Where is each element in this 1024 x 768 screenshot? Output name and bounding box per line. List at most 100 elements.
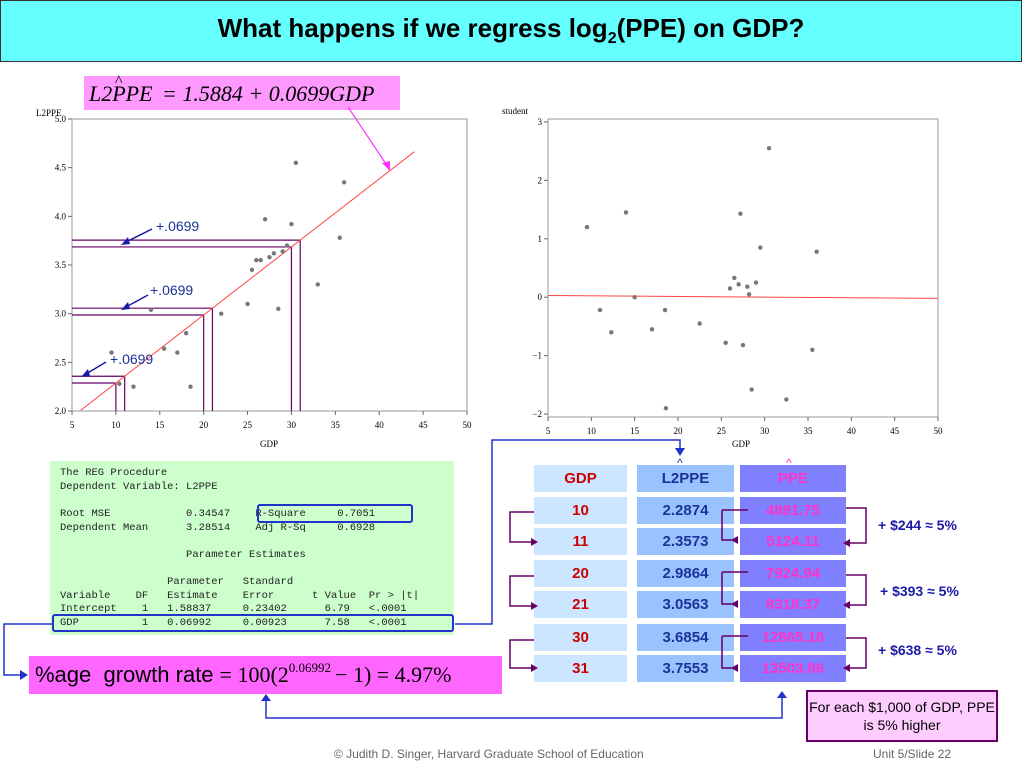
x-tick-label: 25 (717, 426, 727, 436)
data-point (597, 307, 603, 313)
data-point (175, 350, 180, 355)
data-point (732, 275, 737, 281)
title-bar: What happens if we regress log2(PPE) on … (0, 0, 1022, 62)
table-cell-gdp: 30 (534, 624, 627, 651)
data-point (258, 257, 263, 263)
data-point (117, 381, 122, 386)
regression-equation: L2PPE ^ = 1.5884 + 0.0699GDP (84, 73, 400, 110)
x-tick-labels: 5 10 15 20 25 30 35 40 45 50 (546, 417, 943, 436)
table-cell-ppe: 8318.37 (740, 591, 846, 618)
data-point (284, 243, 290, 248)
data-point (271, 251, 277, 256)
y-tick-label: 4.5 (55, 163, 67, 173)
data-point (810, 347, 815, 353)
plot-frame (547, 118, 939, 418)
x-axis-label: GDP (732, 439, 750, 449)
data-point (746, 292, 752, 297)
y-tick-label: 1 (538, 234, 543, 244)
x-tick-label: 5 (70, 420, 75, 430)
ppe-difference-note: + $638 ≈ 5% (878, 642, 957, 658)
data-points (109, 160, 347, 389)
sas-line: Parameter Standard (60, 576, 294, 588)
table-cell-l2ppe: 3.0563 (637, 591, 734, 618)
x-tick-label: 20 (674, 426, 684, 436)
sas-line: Intercept 1 1.58837 0.23402 6.79 <.0001 (60, 603, 407, 615)
data-point (183, 330, 189, 336)
slide-title: What happens if we regress log2(PPE) on … (217, 13, 805, 48)
y-tick-label: 0 (538, 292, 543, 302)
table-cell-l2ppe: 2.9864 (637, 560, 734, 587)
data-point (280, 249, 285, 254)
y-tick-label: −2 (532, 409, 542, 419)
data-point (249, 267, 255, 273)
hat-mark: ^ (677, 456, 683, 470)
sas-line: Parameter Estimates (60, 549, 306, 561)
data-point (109, 350, 114, 355)
table-cell-ppe: 13503.86 (740, 655, 846, 682)
table-cell-gdp: 21 (534, 591, 627, 618)
data-point (584, 224, 590, 230)
data-point (738, 211, 743, 216)
x-tick-label: 30 (760, 426, 770, 436)
equation-lhs: L2PPE (89, 81, 153, 106)
data-point (293, 160, 299, 165)
x-tick-label: 40 (375, 420, 385, 430)
data-point (276, 306, 281, 311)
table-cell-gdp: 31 (534, 655, 627, 682)
y-tick-label: 2.5 (55, 357, 67, 367)
data-point (662, 307, 668, 313)
footer-slide-number: Unit 5/Slide 22 (873, 747, 952, 761)
data-point (245, 301, 250, 307)
data-point (697, 321, 702, 326)
sas-line: Variable DF Estimate Error t Value Pr > … (60, 590, 420, 602)
data-point (315, 282, 320, 287)
table-cell-ppe: 12865.18 (740, 624, 846, 651)
table-cell-l2ppe: 2.2874 (637, 497, 734, 524)
sas-line: Root MSE 0.34547 R-Square 0.7051 (60, 508, 376, 520)
data-point (337, 235, 342, 240)
data-point (663, 406, 669, 411)
data-point (736, 282, 741, 287)
table-cell-ppe: 4881.75 (740, 497, 846, 524)
data-point (289, 221, 294, 227)
table-header-l2ppe: L2PPE (637, 465, 734, 492)
x-tick-label: 10 (587, 426, 597, 436)
y-tick-label: 3 (538, 117, 543, 127)
data-point (745, 284, 750, 289)
hat-mark: ^ (115, 73, 123, 90)
table-cell-gdp: 20 (534, 560, 627, 587)
growth-expr: = 100(2 (219, 662, 289, 687)
y-tick-label: 2.0 (55, 406, 67, 416)
y-tick-label: 4.0 (55, 211, 67, 221)
data-point (749, 387, 754, 392)
x-tick-label: 45 (419, 420, 429, 430)
x-tick-label: 40 (847, 426, 857, 436)
ppe-difference-note: + $244 ≈ 5% (878, 517, 957, 533)
data-point (131, 384, 136, 389)
slope-annotation-1: +.0699 (156, 218, 200, 234)
x-tick-label: 20 (199, 420, 209, 430)
sas-line: Dependent Variable: L2PPE (60, 481, 218, 493)
data-point (219, 311, 224, 316)
hat-mark: ^ (786, 456, 792, 470)
y-tick-label: 3.5 (55, 260, 67, 270)
x-tick-label: 35 (331, 420, 341, 430)
gdp-row-highlight (52, 614, 454, 632)
table-header-ppe: PPE (740, 465, 846, 492)
data-points (584, 146, 819, 411)
x-tick-labels: 5 10 15 20 25 30 35 40 45 50 (70, 411, 472, 430)
sas-line: The REG Procedure (60, 467, 168, 479)
y-tick-labels: 3 2 1 0 −1 −2 (532, 117, 548, 419)
growth-exponent: 0.06992 (288, 660, 332, 675)
table-header-gdp: GDP (534, 465, 627, 492)
sas-output: The REG Procedure Dependent Variable: L2… (50, 461, 454, 635)
table-cell-ppe: 7924.94 (740, 560, 846, 587)
table-cell-l2ppe: 2.3573 (637, 528, 734, 555)
data-point (188, 384, 193, 389)
table-cell-gdp: 10 (534, 497, 627, 524)
data-point (727, 286, 733, 291)
data-point (723, 340, 728, 345)
interpretation-note: For each $1,000 of GDP, PPE is 5% higher (806, 690, 998, 742)
data-point (341, 180, 347, 185)
